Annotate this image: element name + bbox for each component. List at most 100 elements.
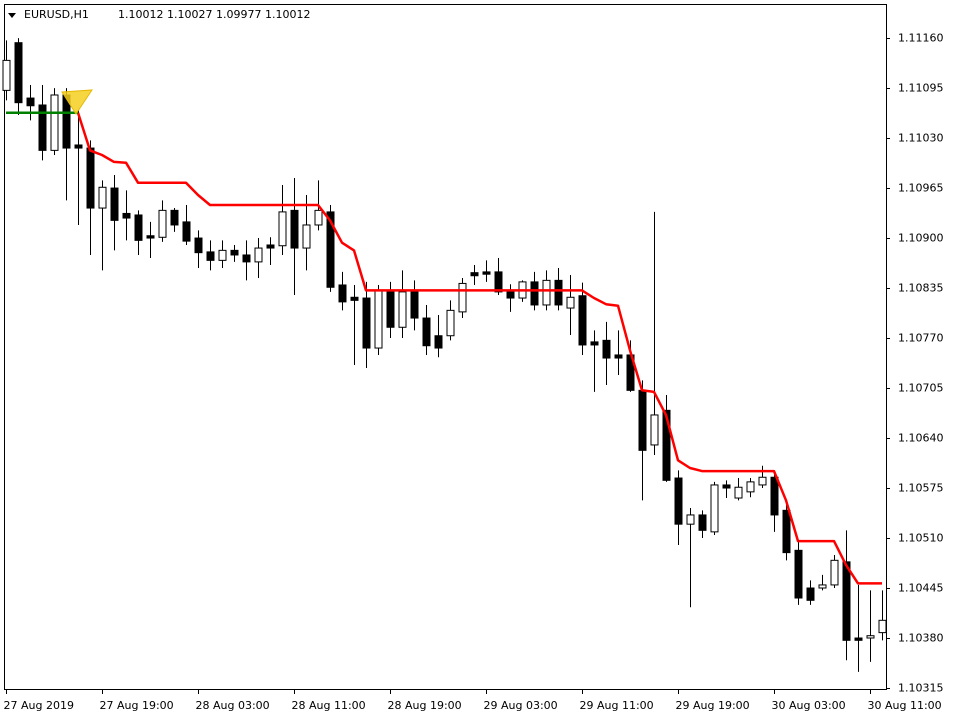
candle-body-down [530, 281, 539, 306]
candle-body-up [878, 619, 887, 634]
candle-body-down [578, 295, 587, 346]
candle-body-down [290, 209, 299, 249]
x-tick-label: 30 Aug 11:00 [868, 699, 942, 712]
candle-body-down [326, 211, 335, 288]
y-tick-label: 1.11095 [898, 82, 944, 95]
candle-body-down [146, 235, 155, 239]
x-tick-label: 28 Aug 03:00 [196, 699, 270, 712]
ohlc-readout: 1.10012 1.10027 1.09977 1.10012 [118, 8, 310, 21]
candle-body-up [734, 486, 743, 499]
candle-body-up [50, 94, 59, 151]
candle-body-up [542, 279, 551, 306]
candle-body-down [698, 514, 707, 531]
x-tick-label: 30 Aug 03:00 [772, 699, 846, 712]
candle-body-up [758, 476, 767, 486]
candle-body-down [134, 214, 143, 241]
y-tick-label: 1.10445 [898, 582, 944, 595]
signal-arrow [61, 89, 93, 115]
candle-body-up [278, 211, 287, 247]
candle-body-down [206, 251, 215, 261]
y-tick-label: 1.10835 [898, 282, 944, 295]
candle-body-down [86, 147, 95, 209]
y-tick-label: 1.10705 [898, 382, 944, 395]
candle-body-up [398, 291, 407, 328]
candle-body-down [110, 187, 119, 221]
candle-body-down [806, 587, 815, 601]
candle-body-up [158, 209, 167, 238]
y-tick-label: 1.10575 [898, 482, 944, 495]
candle-body-up [746, 481, 755, 493]
candle-body-down [794, 549, 803, 599]
candle-body-down [182, 221, 191, 242]
candle-body-down [674, 477, 683, 525]
candle-body-down [638, 389, 647, 451]
candle-body-down [422, 317, 431, 347]
candle-body-down [602, 339, 611, 359]
candle-body-down [14, 42, 23, 104]
candle-body-up [98, 186, 107, 209]
candle-body-up [830, 559, 839, 586]
x-tick-label: 28 Aug 19:00 [388, 699, 462, 712]
x-tick-label: 28 Aug 11:00 [292, 699, 366, 712]
candle-body-down [434, 335, 443, 349]
candle-body-down [614, 354, 623, 359]
candle-body-down [722, 484, 731, 489]
candle-body-down [122, 212, 131, 219]
candle-body-up [2, 59, 11, 91]
candle-body-down [482, 271, 491, 275]
candle-body-down [170, 209, 179, 226]
y-tick-label: 1.10770 [898, 332, 944, 345]
candle-body-down [554, 279, 563, 306]
candle-body-up [710, 484, 719, 533]
candle-body-down [770, 476, 779, 516]
candle-body-down [494, 271, 503, 293]
candle-body-down [194, 237, 203, 254]
candle-body-down [38, 104, 47, 151]
candle-body-down [26, 97, 35, 107]
candle-body-up [302, 224, 311, 249]
y-tick-label: 1.11030 [898, 132, 944, 145]
candle-body-up [650, 414, 659, 446]
candle-body-up [314, 209, 323, 226]
candle-body-up [458, 282, 467, 313]
candle-body-down [362, 297, 371, 349]
plot-area [2, 38, 887, 672]
candle-body-down [338, 284, 347, 303]
candle-body-up [818, 584, 827, 589]
candle-body-up [218, 249, 227, 261]
candle-body-up [866, 635, 875, 639]
x-tick-label: 29 Aug 11:00 [580, 699, 654, 712]
chart-title: EURUSD,H1 [24, 8, 89, 21]
y-tick-label: 1.10900 [898, 232, 944, 245]
candle-body-up [446, 309, 455, 337]
indicator-line [76, 112, 882, 585]
y-tick-label: 1.10315 [898, 682, 944, 695]
symbol-menu-arrow[interactable] [8, 13, 16, 18]
y-tick-label: 1.10380 [898, 632, 944, 645]
candle-body-down [590, 341, 599, 346]
y-tick-label: 1.10640 [898, 432, 944, 445]
candle-body-down [410, 289, 419, 319]
candle-body-down [662, 409, 671, 481]
candle-body-up [374, 289, 383, 349]
y-tick-label: 1.10510 [898, 532, 944, 545]
candle-body-down [386, 289, 395, 328]
plot-frame [4, 4, 887, 690]
candle-body-down [782, 509, 791, 554]
candle-body-down [854, 637, 863, 641]
candle-body-up [566, 296, 575, 309]
candle-body-down [470, 272, 479, 277]
candle-body-up [686, 514, 695, 525]
candle-body-down [230, 249, 239, 256]
candle-body-up [254, 247, 263, 263]
x-tick-label: 27 Aug 2019 [4, 699, 74, 712]
candle-body-down [266, 244, 275, 249]
x-tick-label: 27 Aug 19:00 [100, 699, 174, 712]
candle-body-down [842, 561, 851, 641]
candle-body-down [350, 296, 359, 301]
x-tick-label: 29 Aug 03:00 [484, 699, 558, 712]
candle-body-down [242, 254, 251, 263]
x-tick-label: 29 Aug 19:00 [676, 699, 750, 712]
y-tick-label: 1.11160 [898, 32, 944, 45]
